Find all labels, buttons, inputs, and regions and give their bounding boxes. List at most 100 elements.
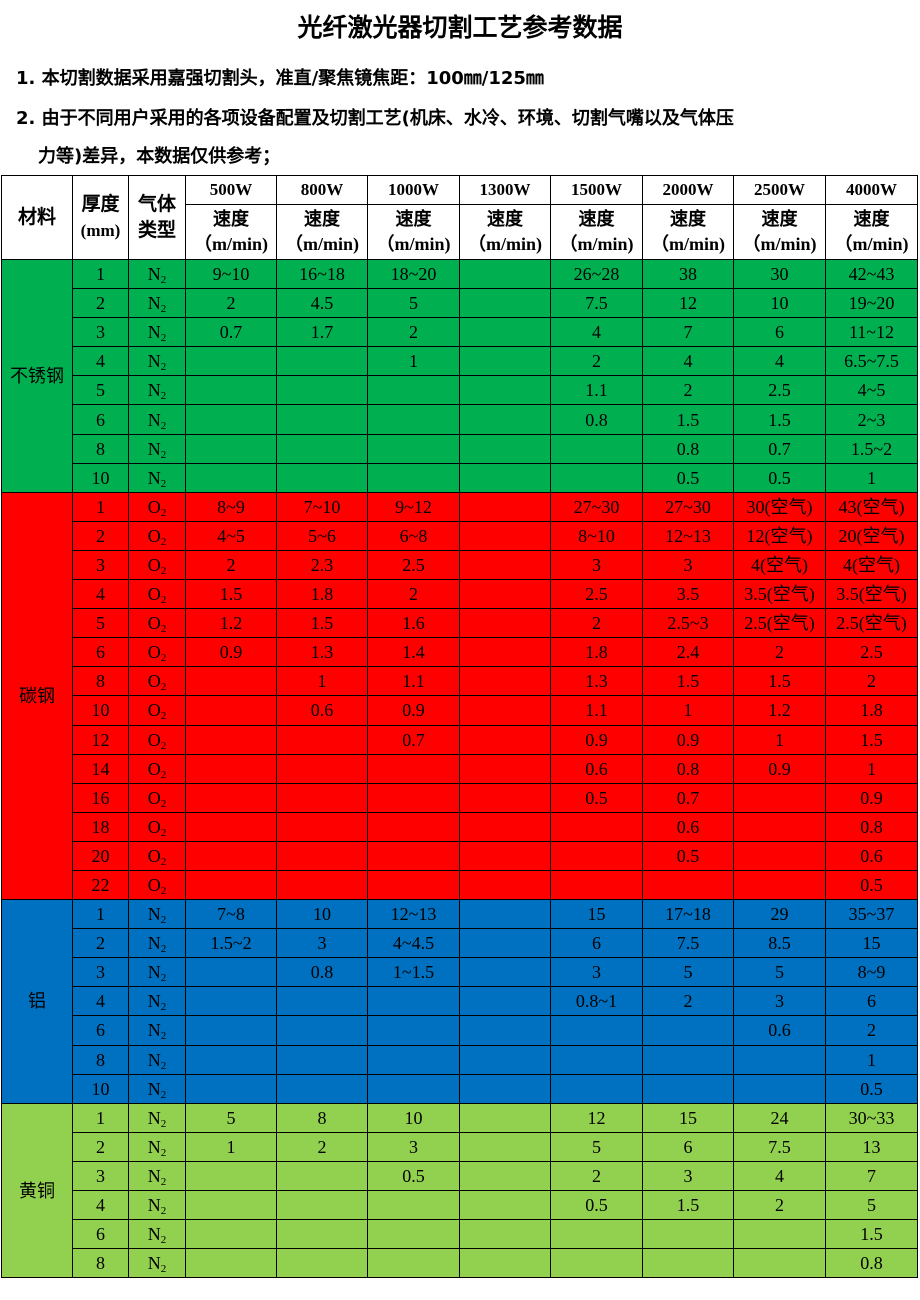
speed-cell [367,986,460,1017]
gas-cell: O2 [128,840,186,871]
speed-cell: 1.8 [825,695,918,726]
speed-unit: （m/min) [651,234,725,254]
speed-cell [733,1219,826,1250]
table-row: 3 N2 0.8 1~1.5 3 5 5 8~9 [1,957,918,988]
thickness-cell: 4 [72,579,129,610]
header-speed: 速度 （m/min) [276,204,368,260]
thickness-cell: 1 [72,899,129,930]
gas-cell: N2 [128,1131,186,1162]
speed-cell: 26~28 [550,258,643,290]
speed-cell: 5 [733,957,826,988]
gas-cell: N2 [128,1189,186,1221]
speed-cell [550,811,643,842]
speed-unit: （m/min) [285,234,359,254]
gas-cell: N2 [128,288,186,319]
gas-symbol: N2 [147,351,167,374]
table-row: 6 N2 1.5 [1,1219,918,1250]
thickness-cell: 5 [72,375,129,406]
table-row: 16 O2 0.5 0.7 0.9 [1,782,918,813]
speed-cell: 1.8 [550,637,643,668]
table-row: 2 N2 2 4.5 5 7.5 12 10 19~20 [1,288,918,319]
speed-label: 速度 [853,209,890,229]
gas-symbol: O2 [147,816,167,839]
speed-cell: 0.9 [825,782,918,813]
thickness-cell: 6 [72,1219,129,1250]
gas-cell: N2 [128,928,186,959]
speed-cell [459,840,551,871]
thickness-cell: 2 [72,928,129,959]
speed-cell: 1.7 [276,317,368,348]
speed-cell: 0.9 [550,724,643,755]
speed-cell: 27~30 [642,491,734,522]
thickness-cell: 6 [72,1015,129,1046]
speed-cell [550,1015,643,1046]
speed-cell: 3.5 [642,579,734,610]
speed-cell: 24 [733,1102,826,1133]
speed-cell: 0.8 [825,1248,918,1279]
speed-cell [550,1248,643,1279]
speed-cell: 1.3 [276,637,368,668]
speed-cell [642,1248,734,1279]
speed-cell [185,986,277,1017]
speed-cell: 6~8 [367,520,460,551]
speed-cell: 10 [276,899,368,930]
speed-cell: 4 [642,346,734,377]
speed-cell [185,782,277,813]
speed-cell: 1 [185,1131,277,1162]
speed-cell: 4~5 [185,520,277,551]
speed-cell [459,724,551,755]
thickness-cell: 10 [72,695,129,726]
speed-cell: 1~1.5 [367,957,460,988]
gas-cell: N2 [128,957,186,988]
thickness-cell: 1 [72,258,129,290]
speed-cell [459,986,551,1017]
table-row: 黄铜 1 N2 5 8 10 12 15 24 30~33 [1,1102,918,1279]
speed-cell [185,1160,277,1192]
thickness-cell: 16 [72,782,129,813]
gas-symbol: O2 [147,787,167,810]
speed-cell: 2 [185,288,277,319]
speed-cell: 4~4.5 [367,928,460,959]
thickness-cell: 8 [72,433,129,464]
speed-cell: 0.6 [825,840,918,871]
speed-cell: 2.5(空气) [825,608,918,639]
gas-symbol: N2 [147,962,167,985]
speed-cell: 3 [642,1160,734,1192]
speed-cell [550,840,643,871]
thickness-cell: 10 [72,1073,129,1104]
speed-cell: 1.3 [550,666,643,697]
gas-cell: N2 [128,986,186,1017]
gas-symbol: N2 [147,904,167,927]
speed-cell: 0.5 [550,1189,643,1221]
speed-cell [276,986,368,1017]
gas-cell: N2 [128,404,186,435]
gas-symbol: N2 [147,264,167,287]
speed-cell [185,1015,277,1046]
gas-cell: N2 [128,1248,186,1279]
speed-cell: 5 [550,1131,643,1162]
header-speed: 速度 （m/min) [185,204,277,260]
speed-cell: 27~30 [550,491,643,522]
table-row: 10 N2 0.5 [1,1073,918,1104]
speed-cell [276,869,368,901]
speed-cell: 0.8 [276,957,368,988]
speed-cell: 1 [276,666,368,697]
header-speed: 速度 （m/min) [459,204,551,260]
header-power-500w: 500W [185,175,277,205]
speed-cell: 0.5 [367,1160,460,1192]
speed-cell [185,695,277,726]
speed-cell [459,899,551,930]
speed-cell: 6 [825,986,918,1017]
header-thickness-unit: (mm) [80,220,121,240]
speed-cell [733,869,826,901]
speed-cell: 5 [367,288,460,319]
gas-symbol: O2 [147,729,167,752]
table-row: 6 O2 0.9 1.3 1.4 1.8 2.4 2 2.5 [1,637,918,668]
material-cell: 铝 [1,899,73,1104]
speed-label: 速度 [395,209,432,229]
speed-cell [459,869,551,901]
speed-cell [459,288,551,319]
header-thickness-label: 厚度 [81,193,120,215]
speed-cell: 8.5 [733,928,826,959]
speed-cell [276,1044,368,1075]
